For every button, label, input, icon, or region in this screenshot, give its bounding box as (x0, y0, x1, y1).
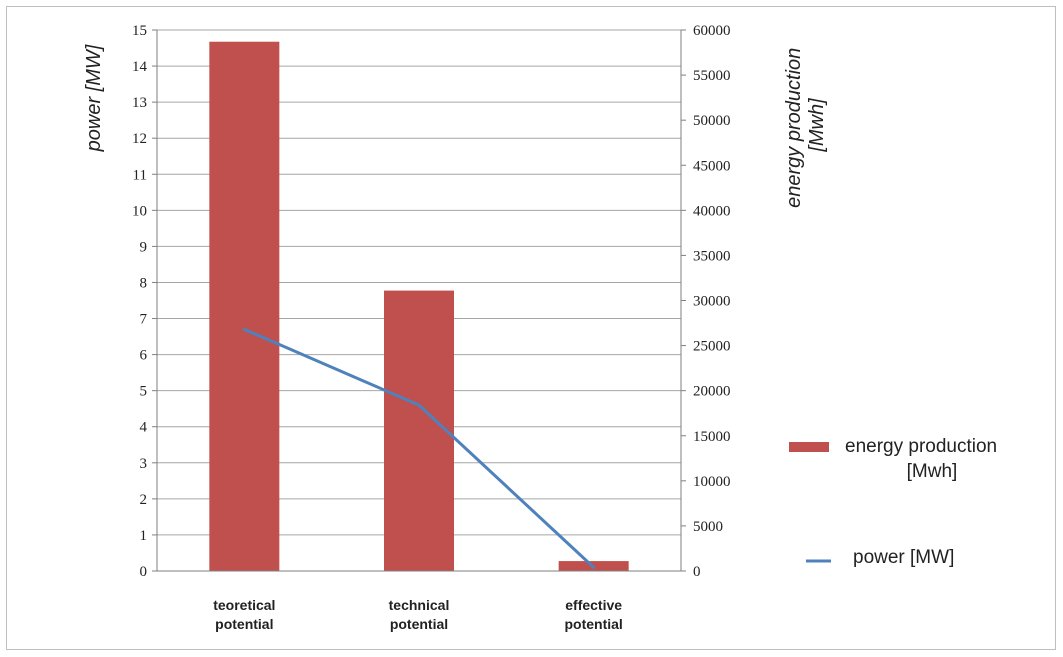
left-tick-label: 10 (132, 203, 147, 219)
category-label-line: potential (390, 616, 448, 632)
legend-label-power: power [MW] (853, 547, 954, 568)
right-axis-title-line-2: [Mwh] (806, 98, 828, 153)
category-label-line: technical (389, 597, 450, 613)
legend-swatch-energy (789, 442, 829, 452)
left-tick-label: 13 (132, 95, 147, 111)
legend: energy production [Mwh] power [MW] (789, 436, 997, 568)
right-axis-title: energy production [Mwh] (783, 42, 828, 208)
right-axis-title-line-1: energy production (783, 48, 805, 208)
left-tick-label: 1 (140, 528, 148, 544)
right-tick-label: 15000 (693, 429, 731, 445)
right-tick-label: 35000 (693, 248, 731, 264)
category-label: effective potential (564, 597, 622, 632)
right-tick-label: 60000 (693, 23, 731, 39)
left-tick-label: 11 (133, 167, 147, 183)
left-tick-label: 4 (140, 420, 148, 436)
line-series-power (242, 327, 596, 569)
left-axis-title: power [MW] (83, 44, 105, 152)
bar-energy-production (384, 290, 454, 571)
legend-label-energy-line-2: [Mwh] (907, 461, 958, 482)
right-tick-label: 25000 (693, 339, 731, 355)
category-label: teoretical potential (213, 597, 275, 632)
bar-series-energy-production (209, 41, 629, 571)
left-tick-label: 8 (140, 275, 148, 291)
axes: 0123456789101112131415050001000015000200… (132, 23, 731, 580)
point-power (592, 565, 596, 569)
right-tick-label: 5000 (693, 519, 723, 535)
left-tick-label: 3 (140, 456, 148, 472)
left-tick-label: 2 (140, 492, 148, 508)
category-label-line: teoretical (213, 597, 275, 613)
bar-energy-production (209, 41, 280, 571)
category-label-line: potential (564, 616, 622, 632)
category-label-line: effective (565, 597, 622, 613)
legend-label-energy-line-1: energy production (845, 436, 997, 457)
point-power (417, 403, 421, 407)
left-tick-label: 12 (132, 131, 147, 147)
right-tick-label: 30000 (693, 294, 731, 310)
category-label: technical potential (389, 597, 450, 632)
category-label-line: potential (215, 616, 273, 632)
right-tick-label: 55000 (693, 68, 731, 84)
left-tick-label: 0 (140, 564, 148, 580)
point-power (242, 327, 246, 331)
chart-frame (6, 6, 1056, 650)
left-tick-label: 6 (140, 348, 148, 364)
right-tick-label: 50000 (693, 113, 731, 129)
left-tick-label: 5 (140, 384, 148, 400)
left-tick-label: 15 (132, 23, 147, 39)
right-tick-label: 40000 (693, 203, 731, 219)
right-tick-label: 20000 (693, 384, 731, 400)
right-tick-label: 45000 (693, 158, 731, 174)
left-tick-label: 7 (140, 312, 148, 328)
right-tick-label: 10000 (693, 474, 731, 490)
left-tick-label: 9 (140, 239, 148, 255)
left-tick-label: 14 (132, 59, 148, 75)
right-tick-label: 0 (693, 564, 701, 580)
